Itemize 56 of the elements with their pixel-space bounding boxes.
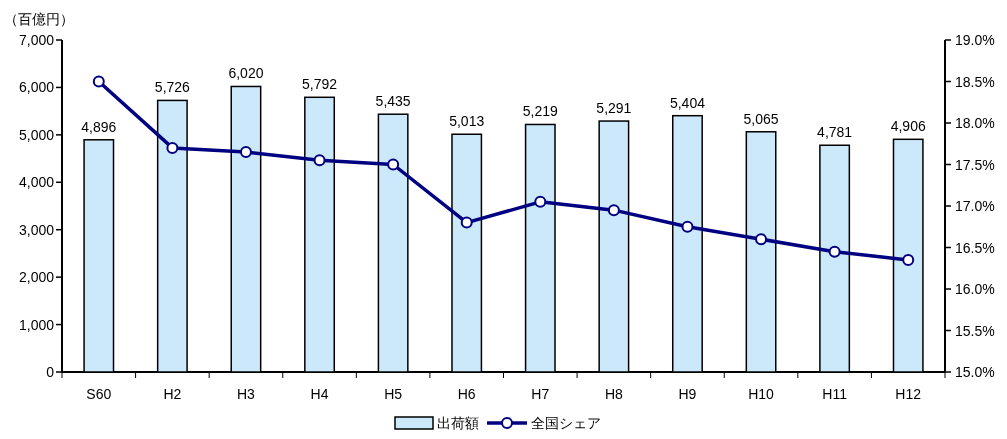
y2-tick-label: 19.0%	[955, 32, 995, 48]
point	[755, 233, 768, 246]
point	[239, 146, 252, 159]
data-label: 4,906	[890, 118, 926, 135]
x-tick-label: H11	[822, 386, 848, 402]
y2-tick-label: 16.5%	[955, 239, 995, 256]
y-tick-label: 1,000	[18, 316, 55, 333]
point	[534, 195, 547, 208]
point	[166, 141, 179, 154]
y-axis-title: （百億円）	[4, 11, 74, 27]
data-label: 4,781	[817, 124, 853, 141]
legend-label: 全国シェア	[531, 415, 601, 431]
point	[902, 253, 915, 266]
data-label: 5,219	[522, 103, 559, 120]
data-label: 5,726	[154, 79, 191, 96]
x-tick-label: H6	[457, 386, 476, 402]
x-tick-label: H4	[310, 386, 329, 402]
point	[828, 245, 841, 258]
y2-tick-label: 18.0%	[955, 115, 995, 131]
x-tick-label: H8	[604, 386, 624, 402]
y-tick-label: 0	[46, 364, 55, 380]
y2-tick-label: 15.0%	[955, 364, 995, 380]
x-tick-label: H3	[237, 386, 256, 402]
data-label: 5,404	[669, 94, 706, 111]
x-tick-label: H12	[895, 386, 922, 402]
y-tick-label: 7,000	[18, 32, 55, 48]
data-label: 5,435	[375, 93, 411, 110]
point	[313, 154, 326, 167]
data-label: 5,013	[449, 113, 485, 130]
y2-tick-label: 17.5%	[955, 156, 995, 173]
point	[387, 158, 400, 171]
x-tick-label: S60	[86, 386, 112, 402]
x-tick-label: H10	[748, 386, 775, 402]
y-tick-label: 6,000	[18, 79, 55, 96]
point	[607, 204, 620, 217]
y2-tick-label: 15.5%	[955, 322, 995, 339]
y2-tick-label: 18.5%	[955, 73, 995, 90]
data-label: 6,020	[228, 65, 264, 82]
y2-tick-label: 16.0%	[955, 281, 995, 297]
legend-label: 出荷額	[437, 415, 479, 431]
data-label: 5,792	[302, 76, 338, 93]
point	[92, 75, 105, 88]
data-label: 4,896	[81, 118, 117, 135]
x-tick-label: H7	[531, 386, 550, 402]
y-tick-label: 3,000	[18, 221, 55, 238]
y2-tick-label: 17.0%	[955, 198, 995, 214]
x-tick-label: H9	[678, 386, 697, 402]
y-tick-label: 4,000	[18, 174, 55, 191]
point	[460, 216, 473, 229]
x-tick-label: H2	[163, 386, 182, 402]
y-tick-label: 2,000	[18, 269, 55, 286]
point	[681, 220, 694, 233]
data-label: 5,291	[596, 100, 632, 117]
x-tick-label: H5	[384, 386, 403, 402]
data-label: 5,065	[743, 110, 779, 127]
y-tick-label: 5,000	[18, 126, 55, 143]
